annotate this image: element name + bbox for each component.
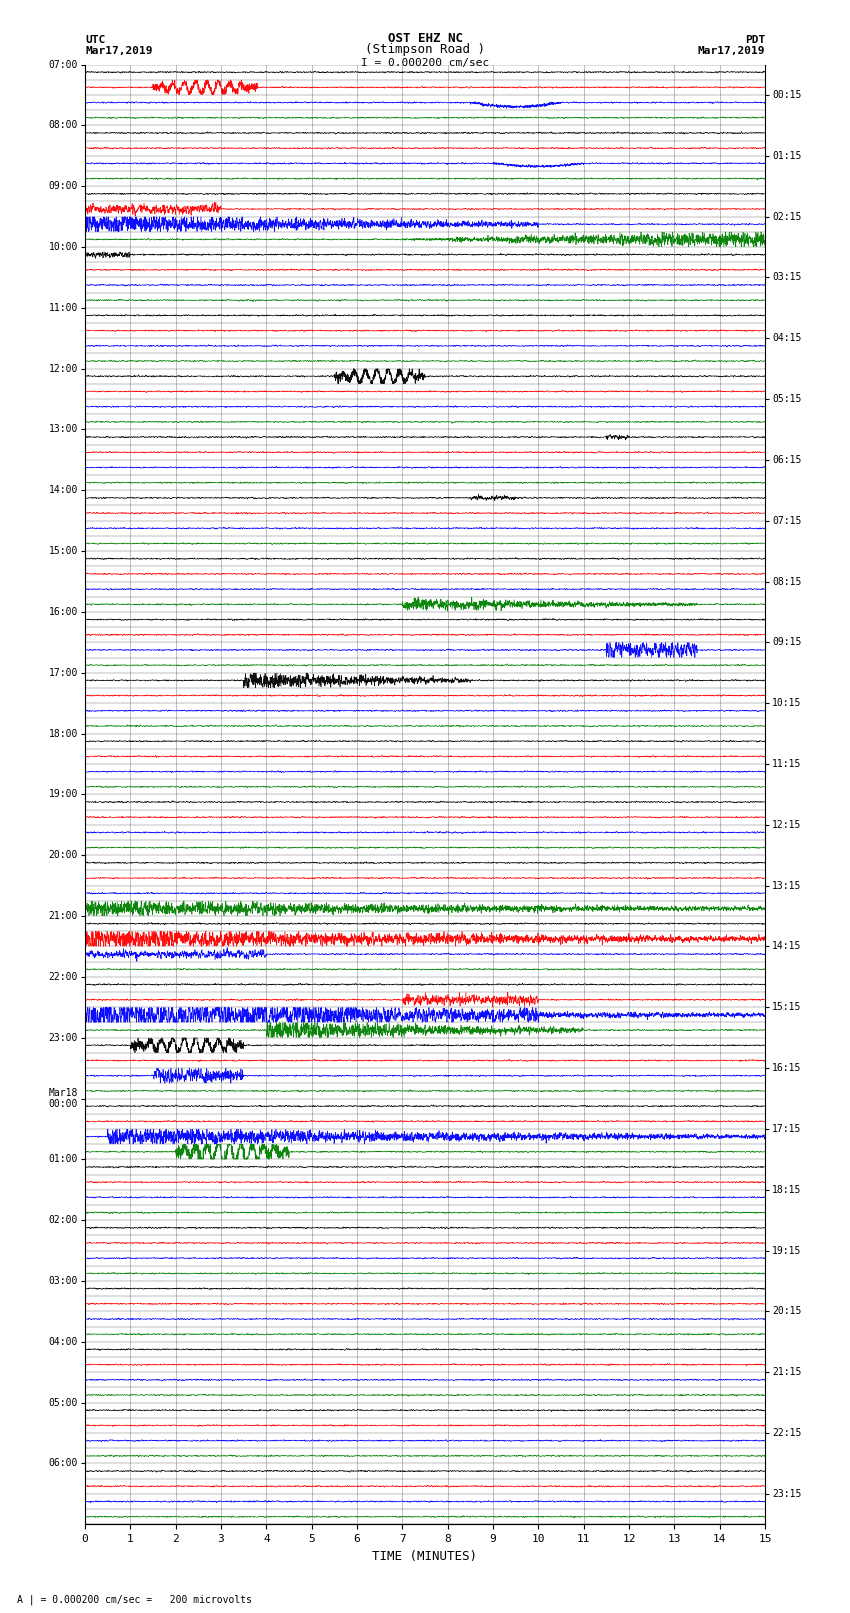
Text: PDT: PDT	[745, 35, 765, 45]
Text: Mar17,2019: Mar17,2019	[698, 47, 765, 56]
Text: OST EHZ NC: OST EHZ NC	[388, 32, 462, 45]
X-axis label: TIME (MINUTES): TIME (MINUTES)	[372, 1550, 478, 1563]
Text: Mar17,2019: Mar17,2019	[85, 47, 152, 56]
Text: (Stimpson Road ): (Stimpson Road )	[365, 44, 485, 56]
Text: A | = 0.000200 cm/sec =   200 microvolts: A | = 0.000200 cm/sec = 200 microvolts	[17, 1594, 252, 1605]
Text: UTC: UTC	[85, 35, 105, 45]
Text: I = 0.000200 cm/sec: I = 0.000200 cm/sec	[361, 58, 489, 68]
